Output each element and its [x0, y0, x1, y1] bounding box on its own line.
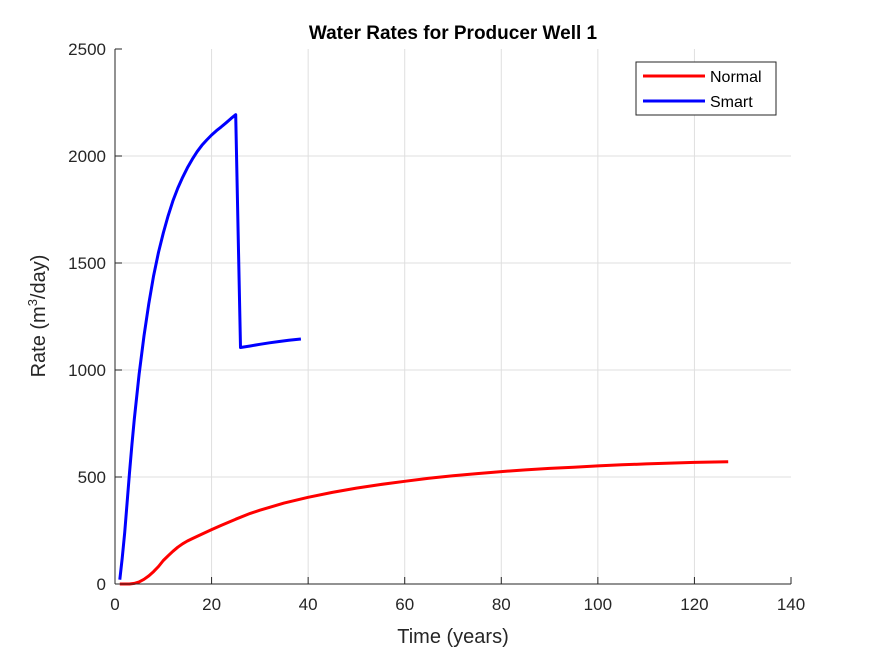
grid	[115, 49, 791, 584]
y-tick-label: 1000	[68, 361, 106, 380]
y-tick-label: 1500	[68, 254, 106, 273]
tick-labels: 0 20 40 60 80 100 120 140 0 500 1000 1500 2000 2500	[68, 40, 805, 614]
x-tick-label: 0	[110, 595, 119, 614]
series-lines	[118, 113, 729, 586]
y-tick-label: 0	[97, 575, 106, 594]
x-tick-label: 20	[202, 595, 221, 614]
series-line-smart	[118, 113, 302, 580]
x-tick-label: 100	[584, 595, 612, 614]
legend-label-smart: Smart	[710, 94, 753, 111]
y-axis-label-main: Rate (m	[28, 306, 50, 377]
axes	[114, 48, 792, 585]
plot-background	[115, 49, 791, 584]
y-axis-label: Rate (m3/day)	[25, 255, 50, 378]
x-tick-label: 140	[777, 595, 805, 614]
x-tick-label: 120	[680, 595, 708, 614]
legend-label-normal: Normal	[710, 69, 762, 86]
y-axis-label-tail: /day)	[28, 255, 50, 299]
series-line-normal	[119, 460, 729, 586]
x-tick-label: 40	[299, 595, 318, 614]
y-tick-label: 500	[78, 468, 106, 487]
y-axis-label-superscript: 3	[25, 299, 40, 306]
chart-title: Water Rates for Producer Well 1	[309, 23, 598, 44]
legend: Normal Smart	[635, 61, 777, 116]
x-tick-label: 60	[395, 595, 414, 614]
y-tick-label: 2000	[68, 147, 106, 166]
x-axis-label: Time (years)	[397, 626, 508, 648]
legend-box	[635, 61, 777, 116]
y-tick-label: 2500	[68, 40, 106, 59]
x-tick-label: 80	[492, 595, 511, 614]
